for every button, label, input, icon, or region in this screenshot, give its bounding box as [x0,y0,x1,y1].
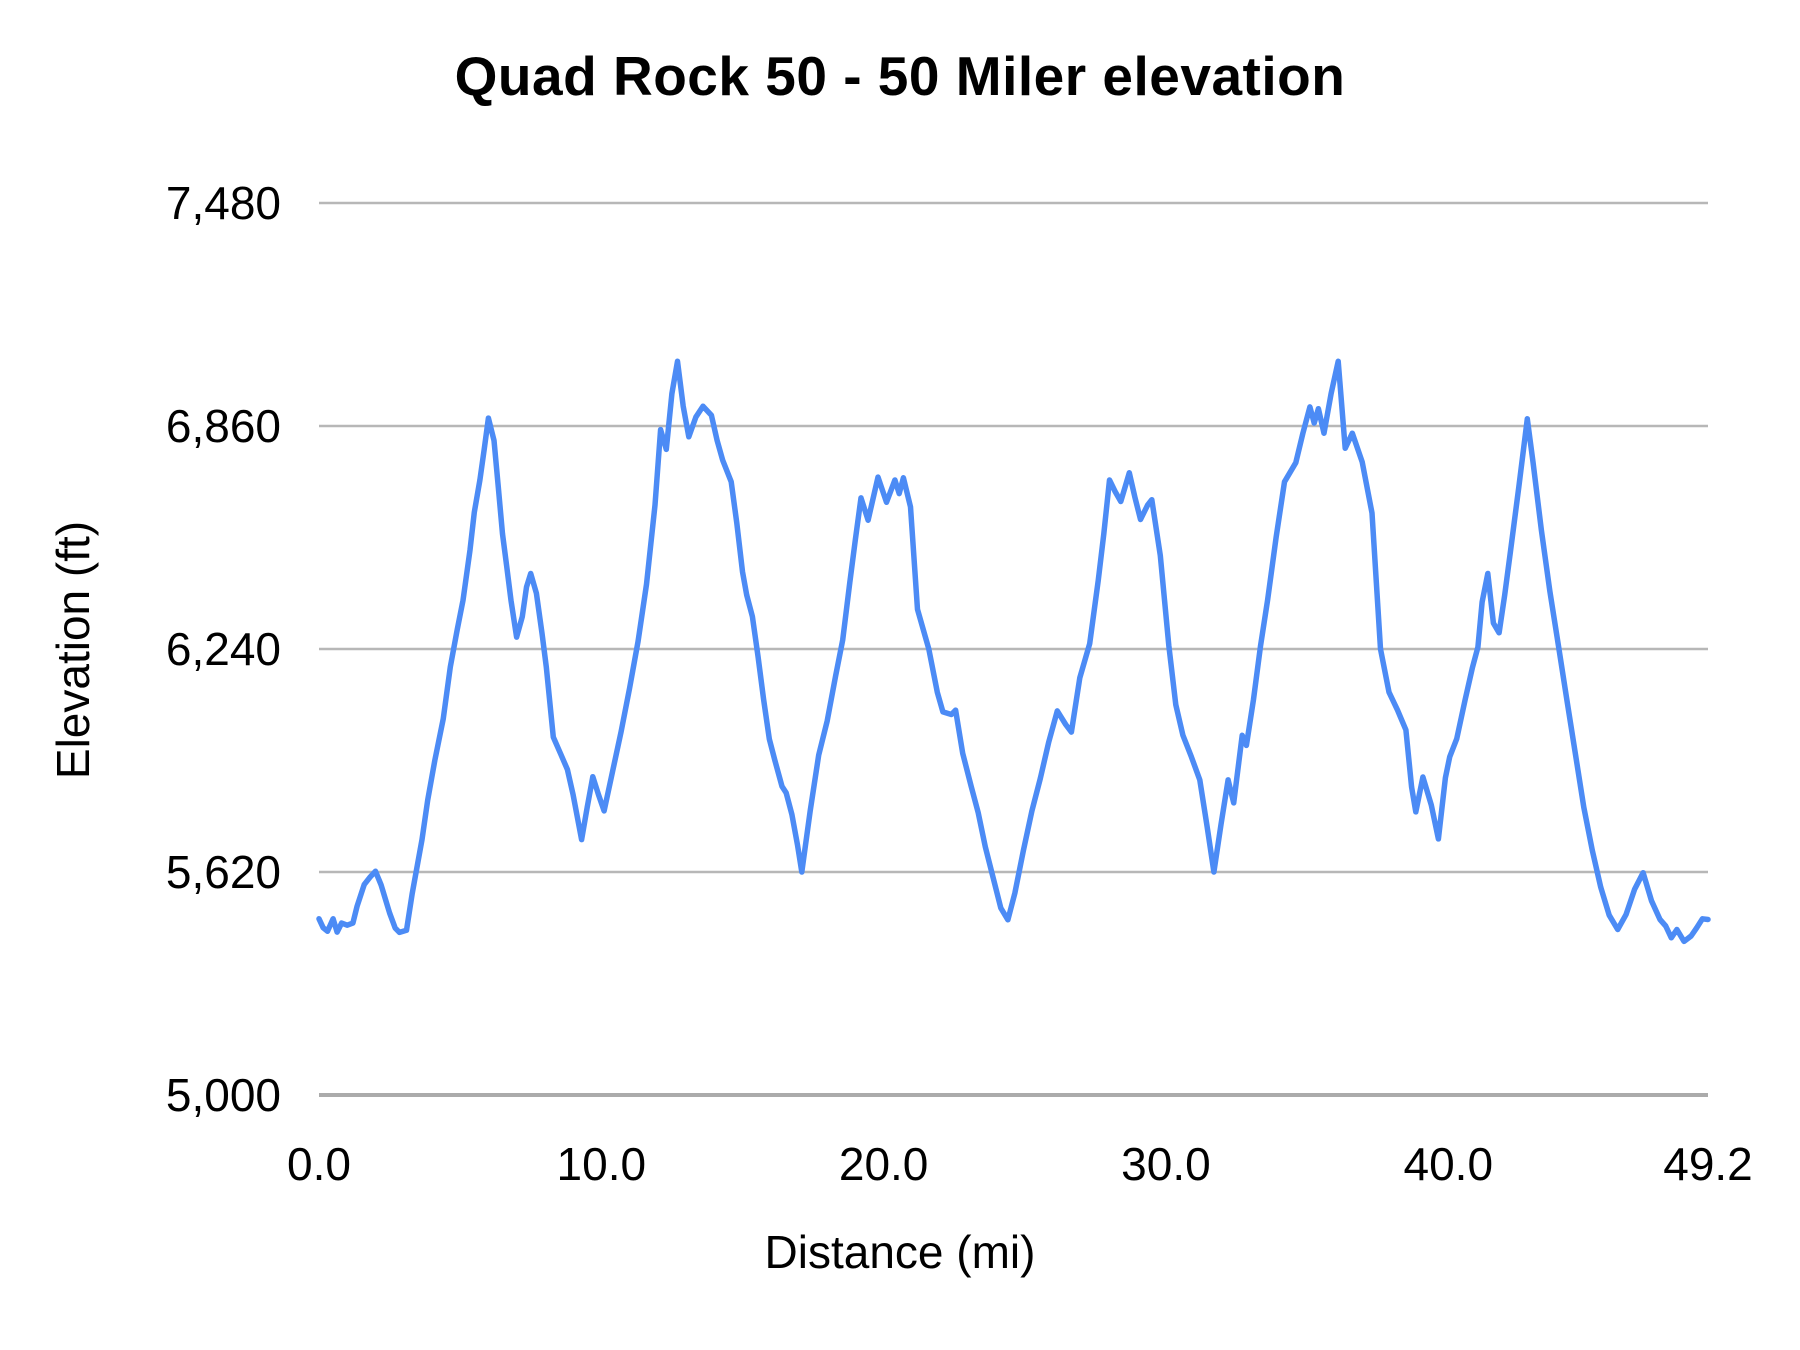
x-tick-label-40.0: 40.0 [1404,1138,1494,1190]
y-tick-label-5000: 5,000 [166,1069,281,1121]
chart-title: Quad Rock 50 - 50 Miler elevation [454,45,1346,107]
x-axis-title: Distance (mi) [764,1226,1036,1278]
y-tick-label-6860: 6,860 [166,400,281,452]
x-tick-label-10.0: 10.0 [557,1138,647,1190]
y-tick-label-7480: 7,480 [166,177,281,229]
x-tick-label-49.2: 49.2 [1663,1138,1753,1190]
y-tick-label-5620: 5,620 [166,846,281,898]
x-tick-label-0.0: 0.0 [287,1138,351,1190]
y-axis-title: Elevation (ft) [47,520,99,780]
x-tick-label-20.0: 20.0 [839,1138,929,1190]
y-tick-label-6240: 6,240 [166,623,281,675]
elevation-line [316,358,1711,945]
x-tick-label-30.0: 30.0 [1121,1138,1211,1190]
